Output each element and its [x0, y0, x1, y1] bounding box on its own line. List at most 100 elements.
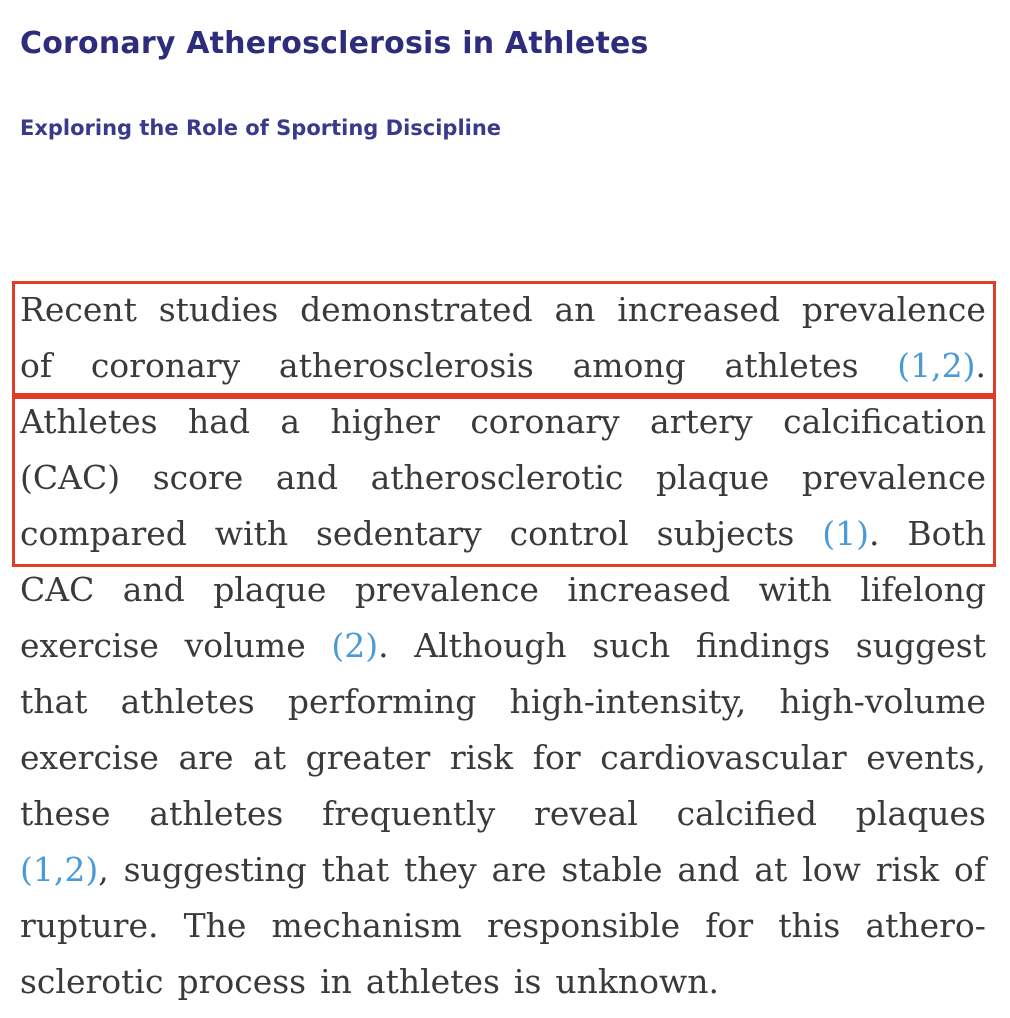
word: high-volume [779, 682, 986, 721]
word: process [177, 962, 307, 1001]
text-line: exercise volume (2). Although such findings su… [20, 618, 986, 674]
word: plaque [656, 458, 770, 497]
word: control [509, 514, 629, 553]
word: athletes [149, 794, 284, 833]
word: with [214, 514, 289, 553]
word: increased [617, 290, 781, 329]
word: coronary [90, 346, 241, 385]
word: had [187, 402, 251, 441]
word: these [20, 794, 111, 833]
word: CAC [20, 570, 95, 609]
text-line: CAC and plaque prevalence increased with lifel… [20, 562, 986, 618]
word: (2). [331, 626, 389, 665]
word: sedentary [315, 514, 482, 553]
word: they [403, 850, 477, 889]
article-title: Coronary Atherosclerosis in Athletes [20, 26, 649, 61]
text-line: these athletes frequently reveal calcified pl… [20, 786, 986, 842]
word: for [532, 738, 581, 777]
word: volume [184, 626, 306, 665]
word: (1,2). [897, 346, 986, 385]
word: reveal [534, 794, 638, 833]
word: Both [907, 514, 986, 553]
text-line: (1,2), suggesting that they are stable and at lo… [20, 842, 986, 898]
body-paragraph: Recent studies demonstrated an increased prev… [20, 282, 986, 1010]
text-line: that athletes performing high-intensity, hig… [20, 674, 986, 730]
word: (1,2), [20, 850, 109, 889]
word: compared [20, 514, 187, 553]
word: Although [414, 626, 567, 665]
word: that [20, 682, 88, 721]
word: exercise [20, 738, 159, 777]
word: and [677, 850, 740, 889]
word: suggest [855, 626, 986, 665]
word: at [754, 850, 788, 889]
text-line: compared with sedentary control subjects (1).… [20, 506, 986, 562]
text-line: (CAC) score and atherosclerotic plaque preval… [20, 450, 986, 506]
word: plaque [213, 570, 327, 609]
word: findings [695, 626, 831, 665]
citation-link[interactable]: (1) [822, 514, 869, 553]
word: subjects [656, 514, 795, 553]
word: in [320, 962, 352, 1001]
word: risk [875, 850, 940, 889]
highlight-box-sentence-2 [12, 396, 996, 567]
word: of [20, 346, 53, 385]
word: events, [866, 738, 986, 777]
word: plaques [855, 794, 986, 833]
word: mechanism [271, 906, 462, 945]
word: Recent [20, 290, 137, 329]
word: greater [305, 738, 431, 777]
article-subtitle: Exploring the Role of Sporting Disciplin… [20, 116, 502, 140]
word: (CAC) [20, 458, 121, 497]
word: athero- [865, 906, 986, 945]
word: a [280, 402, 301, 441]
citation-link[interactable]: (1,2) [897, 346, 976, 385]
word: with [758, 570, 832, 609]
word: risk [449, 738, 514, 777]
word: responsible [486, 906, 681, 945]
word: calcified [676, 794, 817, 833]
word: of [953, 850, 986, 889]
word: unknown. [555, 962, 720, 1001]
word: lifelong [860, 570, 986, 609]
word: prevalence [354, 570, 539, 609]
word: atherosclerosis [278, 346, 534, 385]
citation-link[interactable]: (1,2) [20, 850, 99, 889]
word: suggesting [123, 850, 307, 889]
word: at [253, 738, 287, 777]
word: calcification [783, 402, 986, 441]
word: and [122, 570, 185, 609]
word: stable [561, 850, 663, 889]
word: for [705, 906, 754, 945]
word: athletes [365, 962, 500, 1001]
word: frequently [322, 794, 496, 833]
text-line: exercise are at greater risk for cardiovascula… [20, 730, 986, 786]
word: that [321, 850, 390, 889]
word: and [275, 458, 338, 497]
word: coronary [470, 402, 620, 441]
word: increased [567, 570, 731, 609]
word: is [513, 962, 542, 1001]
word: are [178, 738, 234, 777]
word: an [554, 290, 596, 329]
word: Athletes [20, 402, 158, 441]
word: exercise [20, 626, 159, 665]
word: artery [650, 402, 753, 441]
word: high-intensity, [509, 682, 747, 721]
text-line: Athletes had a higher coronary artery calcific… [20, 394, 986, 450]
word: such [592, 626, 671, 665]
text-line: sclerotic process in athletes is unknown. [20, 954, 986, 1010]
word: (1). [822, 514, 880, 553]
word: prevalence [801, 458, 986, 497]
word: athletes [724, 346, 859, 385]
word: among [572, 346, 686, 385]
word: athletes [120, 682, 255, 721]
citation-link[interactable]: (2) [331, 626, 379, 665]
word: The [183, 906, 247, 945]
word: score [152, 458, 244, 497]
word: rupture. [20, 906, 159, 945]
word: performing [287, 682, 477, 721]
word: prevalence [801, 290, 986, 329]
word: higher [330, 402, 440, 441]
text-line: of coronary atherosclerosis among athletes (1… [20, 338, 986, 394]
